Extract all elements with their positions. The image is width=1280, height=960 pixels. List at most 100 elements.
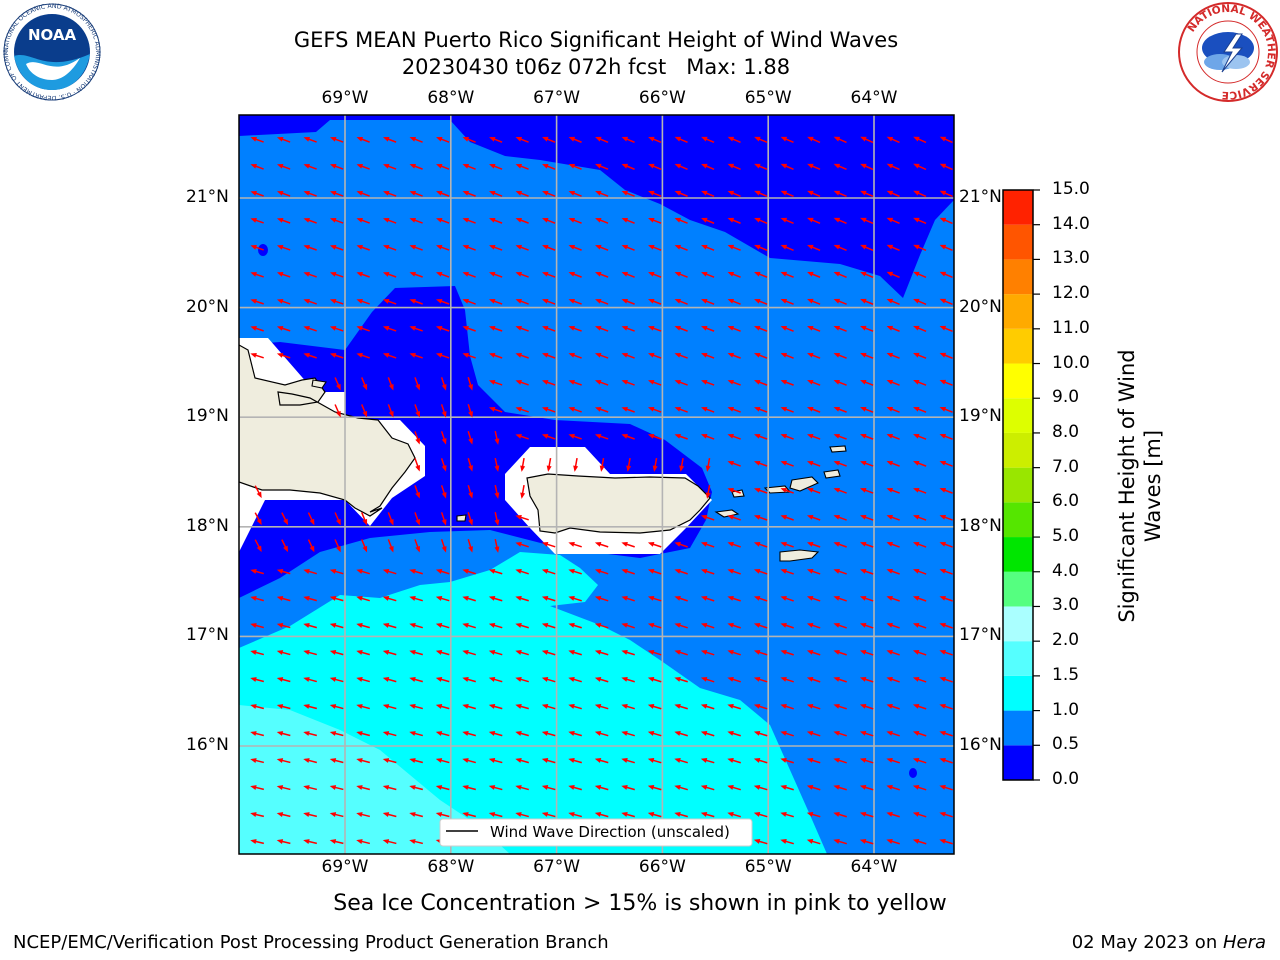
wave-direction-arrow <box>382 785 397 791</box>
wave-direction-arrow <box>568 812 582 818</box>
wave-direction-arrow <box>939 758 953 764</box>
wave-direction-arrow <box>674 433 688 440</box>
wave-direction-arrow <box>568 352 582 359</box>
wave-direction-arrow <box>621 812 635 818</box>
wave-direction-arrow <box>626 457 632 472</box>
wave-direction-arrow <box>780 785 794 791</box>
lon-label-top: 69°W <box>321 88 369 108</box>
wave-direction-arrow <box>542 190 556 197</box>
wave-direction-arrow <box>276 190 291 197</box>
wave-direction-arrow <box>409 217 423 224</box>
wave-direction-arrow <box>462 325 476 332</box>
colorbar-band <box>1003 328 1033 364</box>
wave-direction-arrow <box>435 731 450 737</box>
wave-direction-arrow <box>303 812 318 818</box>
wave-direction-arrow <box>356 163 370 170</box>
wave-direction-arrow <box>913 487 927 494</box>
wave-direction-arrow <box>329 217 344 224</box>
wave-direction-arrow <box>568 406 582 413</box>
wave-direction-arrow <box>409 136 423 143</box>
noaa-logo: NATIONAL OCEANIC AND ATMOSPHERIC ADMINIS… <box>2 2 101 101</box>
land-islet <box>779 549 820 562</box>
wave-direction-arrow <box>939 514 953 521</box>
wave-direction-arrow <box>780 541 794 548</box>
wave-direction-arrow <box>860 271 874 278</box>
wave-direction-arrow <box>859 731 874 737</box>
wave-direction-arrow <box>939 649 953 656</box>
wave-direction-arrow <box>541 677 556 683</box>
wave-direction-arrow <box>488 271 503 278</box>
lon-label-bottom: 66°W <box>638 857 686 877</box>
wave-direction-arrow <box>754 298 768 305</box>
wave-direction-arrow <box>780 298 794 305</box>
wave-direction-arrow <box>303 677 317 683</box>
wave-direction-arrow <box>621 541 635 548</box>
chart-title-line1: GEFS MEAN Puerto Rico Significant Height… <box>293 28 899 52</box>
wave-direction-arrow <box>674 758 688 764</box>
wave-direction-arrow <box>356 244 370 251</box>
wave-direction-arrow <box>356 812 371 818</box>
wave-direction-arrow <box>489 190 503 197</box>
wave-direction-arrow <box>859 622 874 629</box>
wave-direction-arrow <box>886 649 900 656</box>
wave-direction-arrow <box>250 326 264 332</box>
wave-direction-arrow <box>329 839 344 845</box>
wave-direction-arrow <box>435 758 450 764</box>
wave-direction-arrow <box>780 244 794 251</box>
wave-direction-arrow <box>435 623 450 629</box>
wave-direction-arrow <box>383 163 397 170</box>
colorbar-tick-label: 1.5 <box>1052 664 1080 685</box>
wave-direction-arrow <box>674 136 688 143</box>
wave-direction-arrow <box>806 622 821 629</box>
wave-direction-arrow <box>621 271 635 278</box>
wave-direction-arrow <box>833 839 847 845</box>
wave-direction-arrow <box>727 244 741 251</box>
colorbar-tick-label: 4.0 <box>1052 560 1080 581</box>
wave-direction-arrow <box>833 190 847 198</box>
wave-direction-arrow <box>727 514 741 521</box>
arrow-legend: Wind Wave Direction (unscaled) <box>439 818 753 847</box>
wave-direction-arrow <box>515 704 529 710</box>
wave-direction-arrow <box>489 163 503 170</box>
wave-direction-arrow <box>541 650 556 656</box>
wave-direction-arrow <box>329 163 344 170</box>
land-islet <box>829 445 847 453</box>
colorbar-tick-label: 9.0 <box>1052 387 1080 408</box>
wave-direction-arrow <box>674 650 688 656</box>
wave-direction-arrow <box>494 457 500 472</box>
wave-direction-arrow <box>250 704 264 710</box>
wave-direction-arrow <box>886 352 900 359</box>
wave-direction-arrow <box>515 812 529 818</box>
wave-direction-arrow <box>674 541 688 548</box>
colorbar-band <box>1003 294 1033 329</box>
lat-label-right: 21°N <box>959 187 1002 207</box>
wave-direction-arrow <box>886 595 900 602</box>
lat-label-right: 18°N <box>959 515 1002 536</box>
wave-direction-arrow <box>860 190 874 198</box>
wave-direction-arrow <box>700 541 715 548</box>
colorbar-tick-label: 0.0 <box>1052 769 1080 789</box>
wave-direction-arrow <box>334 539 341 553</box>
wave-direction-arrow <box>780 217 794 224</box>
wave-direction-arrow <box>807 244 821 251</box>
colorbar-band <box>1003 398 1033 433</box>
wave-direction-arrow <box>276 325 291 332</box>
wave-direction-arrow <box>462 677 476 683</box>
wave-direction-arrow <box>833 217 847 225</box>
wave-direction-arrow <box>780 650 794 656</box>
wave-direction-arrow <box>276 758 291 764</box>
wave-direction-arrow <box>329 325 344 332</box>
wave-direction-arrow <box>276 623 291 629</box>
wave-direction-arrow <box>435 271 450 278</box>
wave-direction-arrow <box>833 731 847 737</box>
wave-direction-arrow <box>254 539 262 553</box>
wave-direction-arrow <box>329 731 344 737</box>
wave-direction-arrow <box>727 190 741 197</box>
wave-direction-arrow <box>727 379 741 386</box>
wave-direction-arrow <box>462 217 476 224</box>
wave-direction-arrow <box>595 136 609 143</box>
wave-direction-arrow <box>541 542 556 548</box>
wave-direction-arrow <box>727 650 741 656</box>
wave-direction-arrow <box>250 298 264 305</box>
wave-direction-arrow <box>356 731 370 737</box>
